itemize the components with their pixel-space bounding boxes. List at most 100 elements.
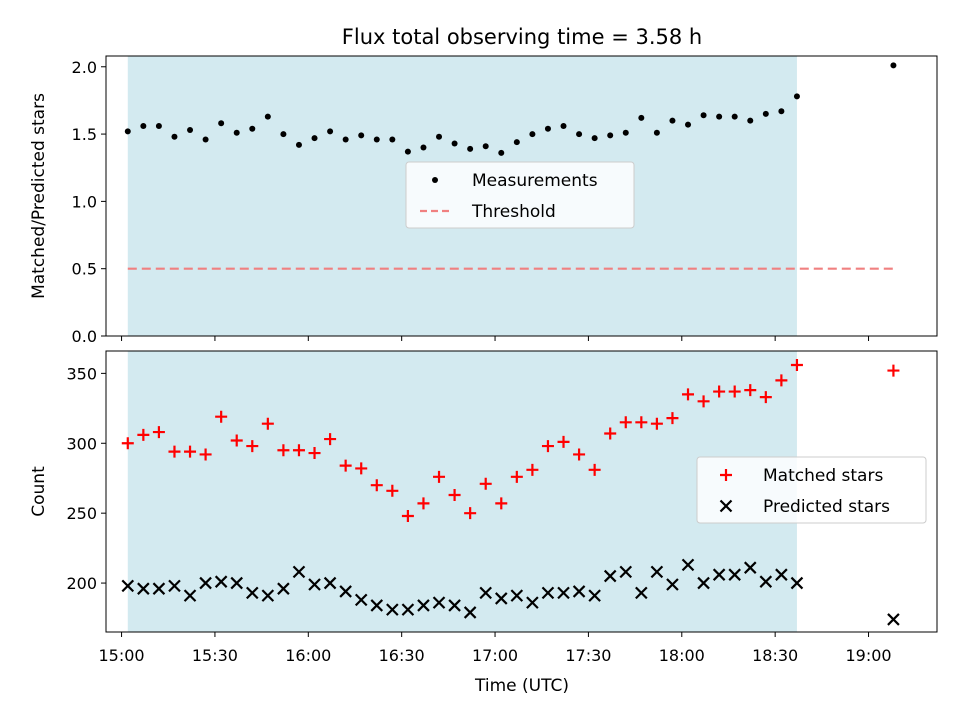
data-point bbox=[712, 568, 726, 581]
data-point bbox=[775, 374, 788, 387]
y-tick-label: 350 bbox=[66, 364, 97, 383]
data-point bbox=[588, 589, 601, 602]
data-point bbox=[604, 427, 617, 440]
y-tick-label: 250 bbox=[66, 504, 97, 523]
data-point bbox=[183, 589, 197, 602]
data-point bbox=[121, 579, 135, 593]
data-point bbox=[373, 136, 380, 143]
data-point bbox=[339, 459, 352, 472]
y-axis-label: Count bbox=[29, 466, 49, 517]
data-point bbox=[467, 145, 474, 152]
data-point bbox=[638, 114, 645, 121]
y-tick-label: 1.0 bbox=[72, 192, 97, 211]
data-point bbox=[214, 575, 228, 588]
x-tick-label: 16:00 bbox=[285, 646, 331, 665]
legend-entry: Threshold bbox=[471, 202, 556, 222]
data-point bbox=[308, 578, 321, 591]
x-tick-label: 18:00 bbox=[659, 646, 705, 665]
data-point bbox=[588, 463, 601, 476]
data-point bbox=[685, 121, 692, 128]
data-point bbox=[401, 509, 414, 522]
data-point bbox=[233, 129, 240, 136]
y-tick-label: 200 bbox=[66, 574, 97, 593]
data-point bbox=[417, 497, 430, 510]
legend-entry: Matched stars bbox=[763, 466, 883, 486]
data-point bbox=[171, 133, 178, 140]
data-point bbox=[541, 440, 554, 453]
x-tick-label: 19:00 bbox=[845, 646, 891, 665]
data-point bbox=[713, 385, 726, 398]
data-point bbox=[199, 448, 212, 461]
data-point bbox=[681, 558, 695, 572]
series-measurements bbox=[124, 62, 897, 156]
data-point bbox=[370, 599, 384, 612]
data-point bbox=[277, 444, 290, 457]
data-point bbox=[448, 599, 461, 612]
data-point bbox=[295, 141, 302, 148]
axes-frame bbox=[105, 55, 938, 337]
series-predicted-stars bbox=[121, 558, 900, 626]
data-point bbox=[544, 125, 551, 132]
data-point bbox=[187, 127, 194, 134]
legend: Matched stars Predicted stars bbox=[696, 456, 927, 524]
data-point bbox=[342, 136, 349, 143]
x-tick-label: 16:30 bbox=[379, 646, 425, 665]
data-point bbox=[619, 565, 633, 579]
legend-entry: Predicted stars bbox=[763, 497, 890, 517]
data-point bbox=[607, 132, 614, 139]
data-point bbox=[355, 462, 368, 475]
data-point bbox=[603, 569, 617, 583]
data-point bbox=[762, 110, 769, 117]
data-point bbox=[591, 135, 598, 142]
data-point bbox=[140, 123, 147, 129]
data-point bbox=[155, 123, 162, 129]
data-point bbox=[218, 120, 225, 127]
data-point bbox=[700, 112, 707, 119]
data-point bbox=[417, 599, 430, 612]
data-point bbox=[790, 358, 803, 371]
data-point bbox=[432, 596, 446, 609]
data-point bbox=[650, 417, 663, 430]
data-point bbox=[370, 479, 383, 492]
data-point bbox=[573, 448, 586, 461]
data-point bbox=[168, 445, 181, 458]
data-point bbox=[666, 578, 679, 591]
data-point bbox=[697, 576, 710, 590]
x-tick-label: 17:30 bbox=[565, 646, 611, 665]
data-point bbox=[386, 484, 399, 497]
data-point bbox=[576, 131, 583, 138]
data-point bbox=[280, 131, 287, 138]
data-point bbox=[775, 568, 788, 581]
legend-marker bbox=[432, 177, 438, 183]
data-point bbox=[744, 384, 757, 397]
data-point bbox=[261, 589, 275, 602]
data-point bbox=[137, 428, 150, 441]
legend-marker bbox=[720, 469, 732, 481]
series-matched-stars bbox=[121, 358, 900, 522]
data-point bbox=[682, 388, 695, 401]
count-panel: 200 250 300 350 15:00 15:30 16:00 16:30 17:00 17:… bbox=[29, 350, 938, 665]
data-point bbox=[572, 585, 586, 598]
data-point bbox=[215, 410, 228, 423]
data-point bbox=[557, 435, 570, 448]
data-point bbox=[498, 149, 505, 156]
data-point bbox=[890, 62, 897, 69]
data-point bbox=[308, 447, 321, 460]
y-tick-label: 2.0 bbox=[72, 58, 97, 77]
axes-frame bbox=[105, 350, 938, 633]
data-point bbox=[230, 434, 243, 447]
data-point bbox=[495, 497, 508, 510]
y-tick-label: 1.5 bbox=[72, 125, 97, 144]
data-point bbox=[202, 136, 209, 143]
data-point bbox=[510, 470, 523, 483]
data-point bbox=[635, 416, 648, 429]
legend-box bbox=[696, 456, 927, 524]
data-point bbox=[479, 477, 492, 490]
legend-marker bbox=[719, 499, 733, 513]
data-point bbox=[513, 139, 520, 146]
data-point bbox=[650, 565, 664, 579]
data-point bbox=[778, 108, 785, 115]
data-point bbox=[759, 391, 772, 404]
x-tick-label: 18:30 bbox=[752, 646, 798, 665]
data-point bbox=[327, 128, 334, 135]
